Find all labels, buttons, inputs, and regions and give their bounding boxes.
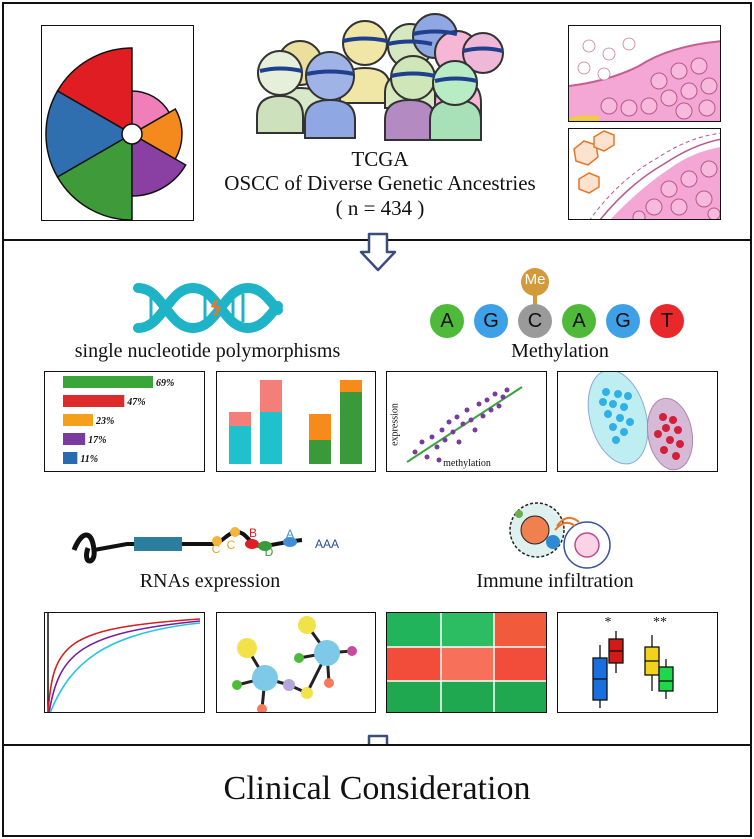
snp-bar-label: 11%: [80, 454, 98, 465]
nucleotide-c: C: [518, 304, 552, 338]
rose-chart-box: [41, 25, 194, 221]
stacked-bar-chart: [216, 371, 376, 472]
scatter-xlabel: methylation: [443, 458, 491, 469]
boxplot: * **: [557, 612, 718, 713]
immune-label: Immune infiltration: [476, 570, 634, 592]
rose-chart-icon: [45, 47, 187, 220]
nucleotide-a: A: [562, 304, 596, 338]
sig-mark-2: **: [653, 615, 667, 630]
cohort-title: TCGA: [351, 147, 409, 171]
rna-strand-icon: [71, 527, 303, 564]
snp-bars: 69% 47% 23% 17% 11%: [63, 376, 174, 465]
snp-bar-label: 17%: [88, 435, 106, 446]
nucleotide-g: G: [474, 304, 508, 338]
rna-b: B: [248, 526, 257, 540]
cohort-subtitle: OSCC of Diverse Genetic Ancestries: [224, 171, 536, 195]
clinical-panel: [2, 744, 752, 837]
cluster-plot: [557, 371, 718, 472]
dna-helix-icon: [133, 282, 283, 334]
rna-c1: C: [211, 542, 221, 556]
snp-bar: [63, 376, 153, 388]
rna-a: A: [285, 527, 294, 541]
snp-bar: [63, 452, 78, 464]
nucleotide-t: T: [650, 304, 684, 338]
sig-mark-1: *: [604, 615, 612, 630]
methylation-label: Methylation: [511, 340, 609, 362]
network-graph: [216, 612, 376, 713]
rna-tail: AAA: [314, 537, 339, 551]
snp-bar: [63, 414, 93, 426]
rna-c2: C: [226, 538, 236, 552]
snp-bar-chart: 69% 47% 23% 17% 11%: [44, 371, 205, 472]
snp-bar: [63, 433, 86, 445]
roc-curve-plot: [44, 612, 205, 713]
rna-d: D: [264, 545, 274, 559]
cohort-count: ( n = 434 ): [335, 196, 425, 220]
histology-image-top: [568, 25, 721, 122]
down-arrow-icon: [359, 232, 397, 272]
heatmap: [386, 612, 547, 713]
snp-label: single nucleotide polymorphisms: [74, 340, 341, 362]
scatter-ylabel: expression: [389, 403, 401, 446]
nucleotide-a: A: [430, 304, 464, 338]
histology-image-bottom: [568, 128, 721, 220]
snp-bar: [63, 395, 125, 407]
scatter-plot: methylation expression: [386, 371, 547, 472]
people-crowd-icon: [256, 13, 504, 141]
nucleotide-g: G: [606, 304, 640, 338]
rna-label: RNAs expression: [139, 570, 281, 592]
clinical-label: Clinical Consideration: [223, 770, 531, 807]
snp-bar-label: 69%: [156, 378, 174, 389]
snp-bar-label: 47%: [126, 397, 145, 408]
methyl-tag: Me: [524, 271, 546, 288]
immune-cells-icon: [509, 502, 611, 569]
snp-bar-label: 23%: [95, 416, 114, 427]
